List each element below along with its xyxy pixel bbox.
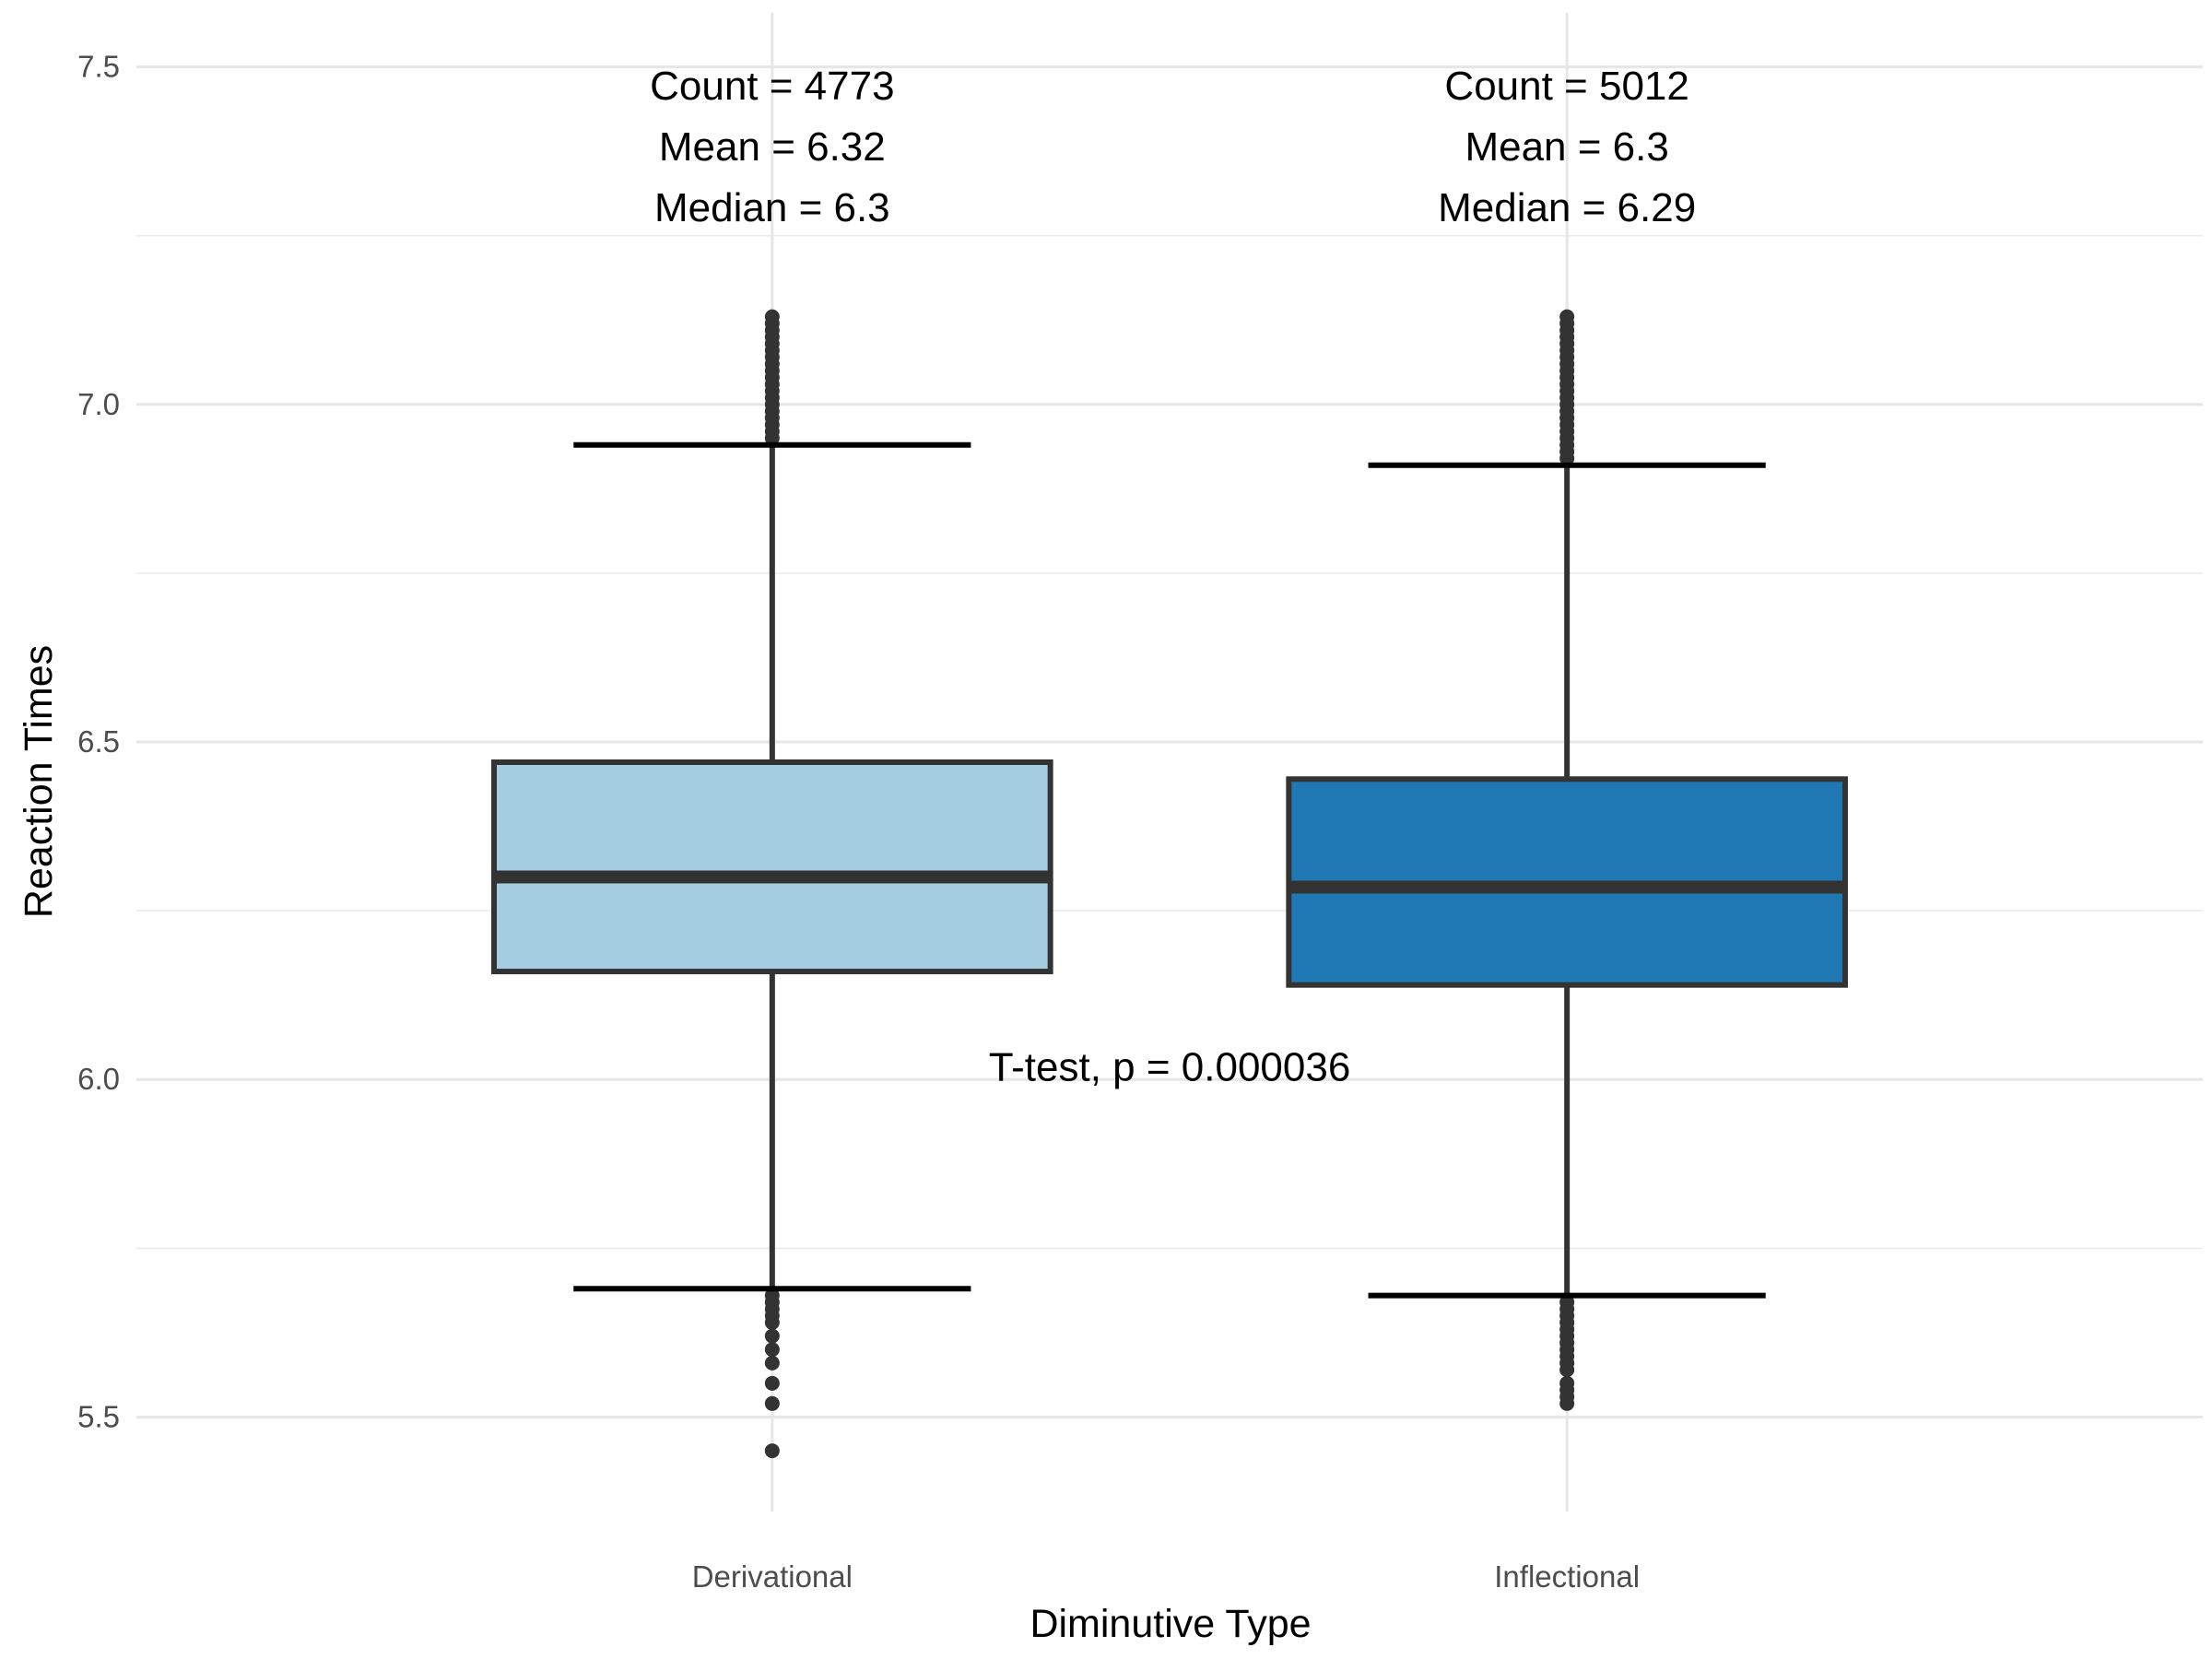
y-tick-label: 7.5 xyxy=(77,50,120,84)
x-tick-label: Inflectional xyxy=(1494,1559,1640,1594)
y-tick-label: 6.5 xyxy=(77,724,120,759)
outlier-point xyxy=(764,1355,780,1371)
box-derivational xyxy=(491,309,1053,1459)
stats-line: Median = 6.3 xyxy=(654,185,890,230)
box-body xyxy=(491,759,1053,975)
outlier-point xyxy=(764,1443,780,1459)
outlier-point xyxy=(1559,1395,1575,1411)
y-axis-ticks: 5.5 6.0 6.5 7.0 7.5 xyxy=(77,50,120,1434)
stats-line: Count = 4773 xyxy=(650,64,894,109)
outlier-point xyxy=(764,1314,780,1330)
outlier-point xyxy=(764,1328,780,1344)
y-tick-label: 5.5 xyxy=(77,1399,120,1433)
stats-annotations: Count = 4773 Mean = 6.32 Median = 6.3 Count… xyxy=(650,64,1696,230)
outlier-point xyxy=(764,1375,780,1391)
boxes xyxy=(491,309,1848,1459)
y-tick-label: 6.0 xyxy=(77,1062,120,1096)
y-axis-title: Reaction Times xyxy=(17,645,61,918)
x-axis-ticks: Derivational Inflectional xyxy=(692,1559,1640,1594)
t-test-annotation: T-test, p = 0.000036 xyxy=(989,1045,1351,1090)
outlier-point xyxy=(764,309,780,324)
grid-minor xyxy=(136,234,2203,1250)
stats-line: Median = 6.29 xyxy=(1438,185,1696,230)
outlier-point xyxy=(764,1342,780,1358)
y-tick-label: 7.0 xyxy=(77,387,120,421)
stats-line: Mean = 6.3 xyxy=(1465,124,1668,170)
box-inflectional xyxy=(1286,309,1848,1411)
outlier-point xyxy=(764,1395,780,1411)
x-tick-label: Derivational xyxy=(692,1559,853,1594)
stats-line: Mean = 6.32 xyxy=(659,124,886,170)
stats-line: Count = 5012 xyxy=(1444,64,1688,109)
outlier-point xyxy=(1559,1362,1575,1378)
x-axis-title: Diminutive Type xyxy=(1030,1602,1311,1646)
outlier-point xyxy=(1559,309,1575,324)
